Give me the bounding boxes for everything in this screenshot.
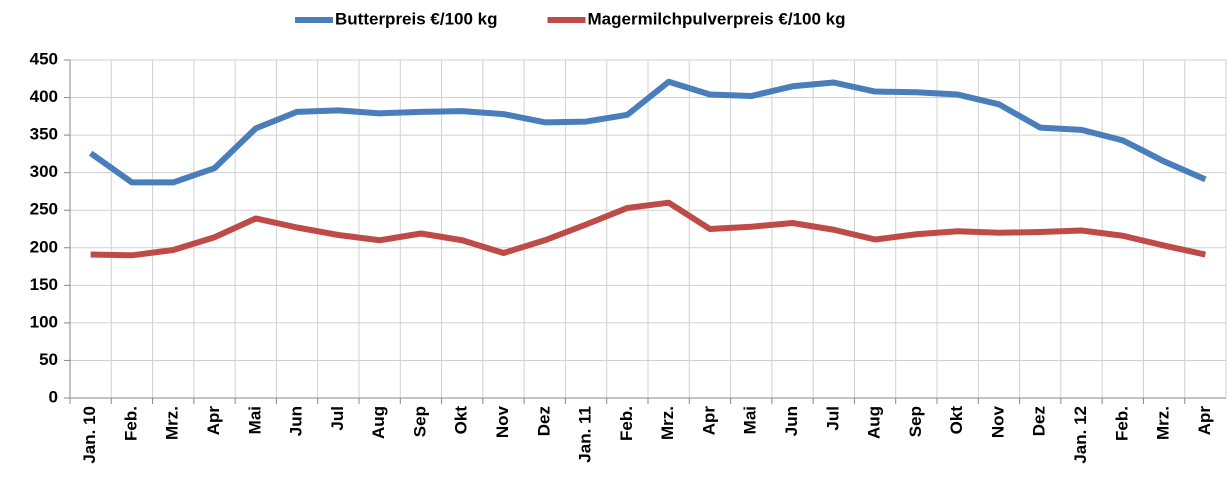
x-tick-label: Jun [782,406,801,436]
x-tick-label: Mrz. [163,406,182,440]
x-tick-label: Nov [493,405,512,438]
x-tick-label: Mai [741,406,760,434]
x-tick-label: Mrz. [1154,406,1173,440]
x-tick-label: Aug [369,406,388,439]
x-tick-label: Jan. 11 [576,406,595,463]
x-tick-label: Okt [947,406,966,435]
x-tick-label: Sep [906,406,925,437]
y-tick-label: 0 [49,387,58,406]
x-tick-label: Jul [823,406,842,431]
x-tick-label: Dez [534,406,553,436]
x-tick-label: Feb. [121,406,140,441]
y-tick-label: 300 [30,162,58,181]
x-tick-label: Mrz. [658,406,677,440]
legend-label: Butterpreis €/100 kg [335,9,498,28]
series-line [88,78,1207,186]
x-tick-label: Apr [1195,406,1214,436]
legend-label: Magermilchpulverpreis €/100 kg [588,9,846,28]
x-tick-label: Dez [1030,406,1049,436]
x-tick-label: Nov [988,405,1007,438]
y-tick-label: 150 [30,275,58,294]
x-tick-label: Jan. 12 [1071,406,1090,464]
y-tick-label: 250 [30,200,58,219]
x-tick-label: Mai [245,406,264,434]
x-tick-label: Okt [452,406,471,435]
x-tick-label: Jan. 10 [80,406,99,464]
y-tick-label: 50 [39,350,58,369]
y-tick-label: 100 [30,312,58,331]
x-tick-label: Feb. [1112,406,1131,441]
x-tick-label: Sep [410,406,429,437]
y-tick-label: 350 [30,125,58,144]
x-tick-label: Apr [204,406,223,436]
x-tick-label: Jun [287,406,306,436]
x-tick-label: Feb. [617,406,636,441]
x-tick-label: Apr [699,406,718,436]
y-tick-label: 200 [30,237,58,256]
series-line [90,199,1206,259]
y-tick-label: 400 [30,87,58,106]
y-tick-label: 450 [30,49,58,68]
x-tick-label: Aug [865,406,884,439]
x-tick-label: Jul [328,406,347,431]
